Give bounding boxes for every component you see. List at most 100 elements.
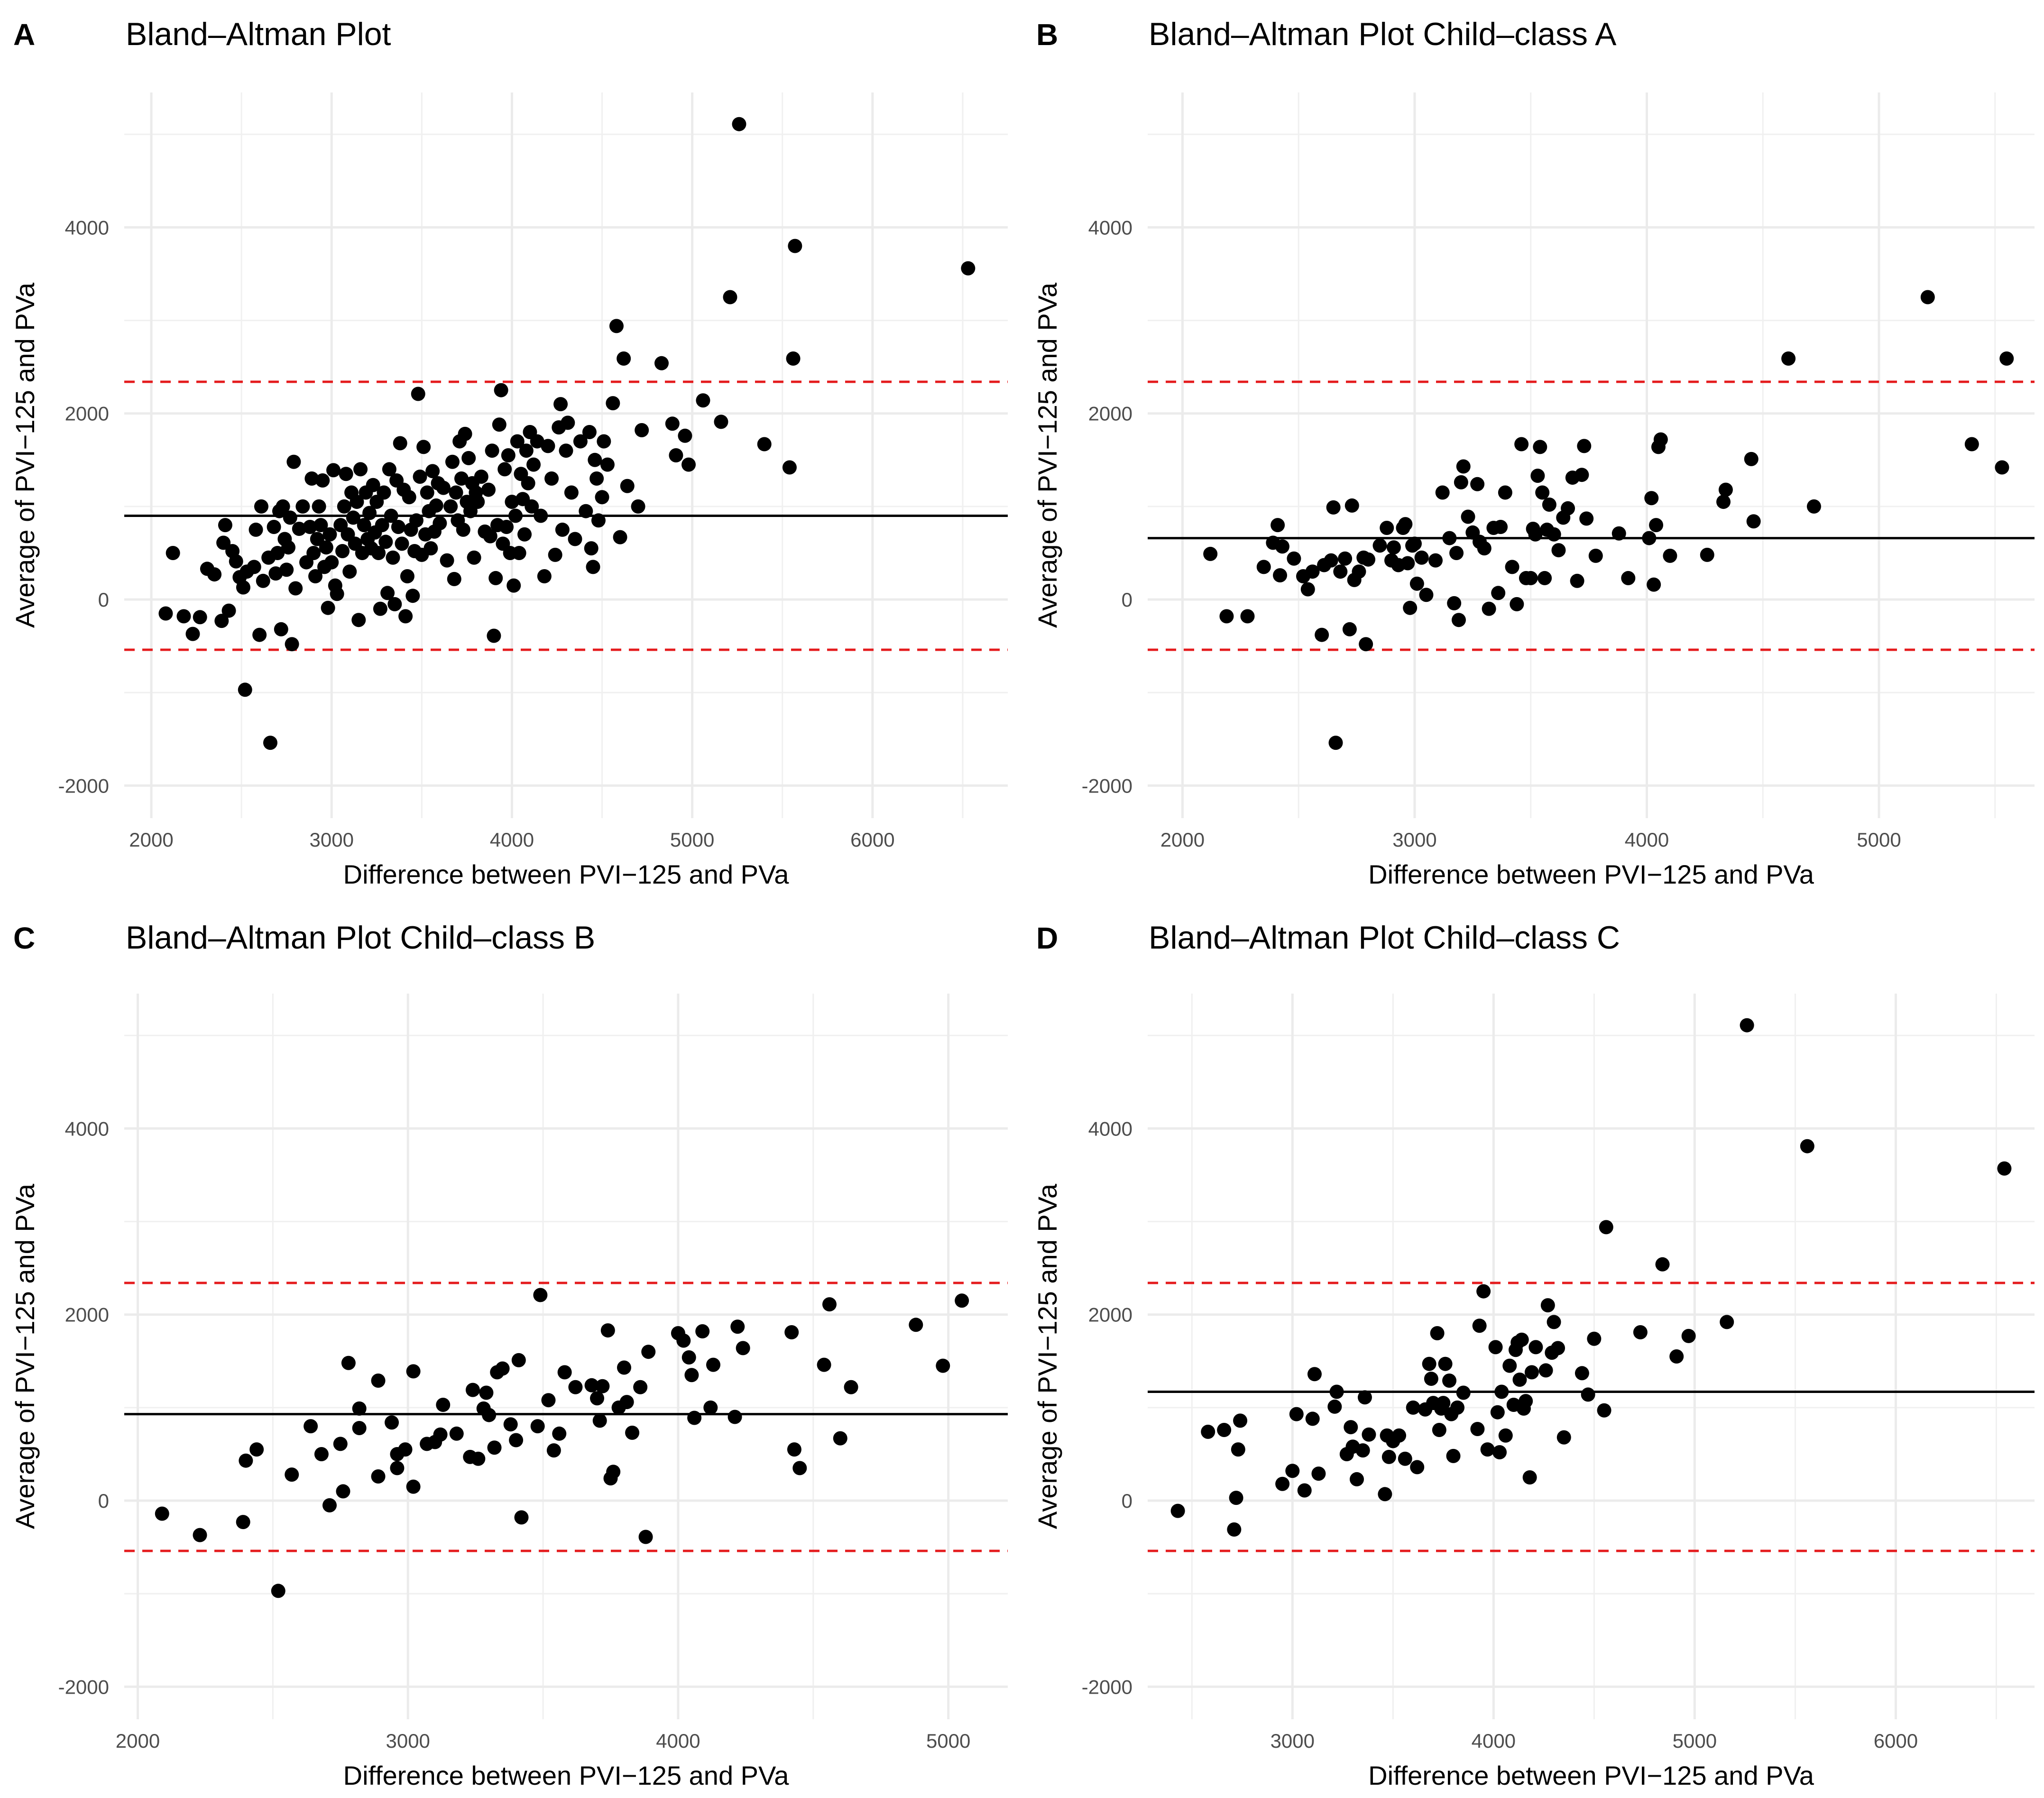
data-point	[306, 545, 321, 560]
data-point	[1240, 609, 1255, 624]
data-point	[1490, 1405, 1505, 1420]
data-point	[314, 1447, 329, 1461]
data-point	[625, 1425, 640, 1440]
y-axis-title: Average of PVI−125 and PVa	[1032, 1183, 1062, 1529]
data-point	[1305, 564, 1320, 579]
data-point	[1498, 1428, 1513, 1443]
data-point	[787, 1442, 801, 1457]
data-point	[1556, 1430, 1571, 1445]
data-point	[1498, 485, 1512, 500]
data-point	[351, 613, 366, 627]
data-point	[525, 499, 539, 514]
data-point	[185, 627, 200, 641]
data-point	[1424, 1372, 1438, 1386]
data-point	[511, 1353, 526, 1367]
data-point	[487, 1440, 502, 1455]
data-point	[1410, 1460, 1425, 1475]
data-point	[1446, 1448, 1461, 1463]
data-point	[1442, 1374, 1457, 1388]
data-point	[393, 436, 407, 451]
data-point	[1307, 1367, 1322, 1382]
data-point	[433, 516, 447, 531]
data-point	[559, 443, 573, 458]
data-point	[1538, 571, 1552, 585]
data-point	[696, 393, 710, 408]
data-point	[1480, 1442, 1495, 1457]
x-tick-label: 6000	[850, 829, 894, 851]
data-point	[1311, 1466, 1326, 1481]
data-point	[1746, 514, 1761, 529]
data-point	[568, 1380, 583, 1394]
data-point	[1524, 1365, 1539, 1380]
data-point	[377, 485, 391, 500]
panel-a: 2000 3000 4000 5000 6000 -2000 0 2000 4000 Differ…	[10, 16, 1008, 889]
data-point	[1472, 1319, 1487, 1333]
data-point	[521, 476, 535, 490]
data-point	[503, 1417, 518, 1432]
data-point	[458, 426, 472, 441]
data-point	[1611, 526, 1626, 541]
data-point	[1587, 1331, 1602, 1346]
data-point	[322, 527, 337, 542]
data-point	[471, 1451, 486, 1466]
data-point	[508, 508, 523, 523]
data-point	[375, 518, 389, 533]
data-point	[1422, 1356, 1436, 1371]
data-point	[687, 1411, 702, 1425]
data-point	[591, 513, 606, 528]
data-point	[346, 510, 360, 525]
data-point	[319, 540, 333, 555]
data-point	[216, 535, 231, 550]
data-point	[252, 627, 267, 642]
data-point	[1451, 613, 1466, 627]
data-point	[1324, 553, 1338, 568]
data-point	[1352, 564, 1366, 579]
data-point	[544, 471, 559, 486]
data-point	[321, 600, 335, 615]
data-point	[609, 319, 624, 333]
data-point	[676, 1333, 691, 1348]
points	[1203, 290, 2014, 750]
data-point	[1505, 560, 1519, 574]
data-point	[1227, 1522, 1242, 1537]
data-point	[488, 571, 503, 585]
data-point	[654, 356, 669, 370]
data-point	[268, 566, 283, 581]
data-point	[1581, 1387, 1595, 1402]
y-tick-label: 4000	[1088, 216, 1132, 239]
data-point	[1233, 1413, 1248, 1428]
data-point	[620, 479, 635, 493]
data-point	[1647, 577, 1661, 592]
data-point	[1219, 609, 1234, 624]
data-point	[1386, 540, 1401, 555]
data-point	[433, 1427, 448, 1442]
y-tick-label: 4000	[65, 216, 109, 239]
data-point	[1362, 1427, 1376, 1442]
data-point	[736, 1341, 750, 1355]
data-point	[333, 1437, 348, 1451]
data-point	[582, 424, 597, 439]
data-point	[723, 290, 737, 304]
data-point	[1547, 1315, 1561, 1329]
data-point	[1333, 564, 1348, 579]
data-point	[1740, 1018, 1754, 1033]
data-point	[1329, 1384, 1344, 1399]
data-point	[335, 544, 350, 559]
data-point	[589, 471, 604, 486]
data-point	[366, 478, 380, 492]
data-point	[315, 473, 330, 488]
data-point	[467, 550, 481, 565]
x-tick-label: 5000	[670, 829, 714, 851]
data-point	[386, 550, 400, 565]
data-point	[1432, 1422, 1446, 1437]
data-point	[633, 1380, 648, 1394]
data-point	[1285, 1464, 1300, 1478]
data-point	[1454, 475, 1468, 489]
data-point	[573, 434, 588, 449]
y-tick-label: -2000	[1082, 775, 1132, 797]
data-point	[505, 495, 519, 509]
data-point	[592, 1413, 607, 1428]
data-point	[681, 1350, 696, 1365]
data-point	[352, 1401, 367, 1416]
data-point	[817, 1357, 831, 1372]
